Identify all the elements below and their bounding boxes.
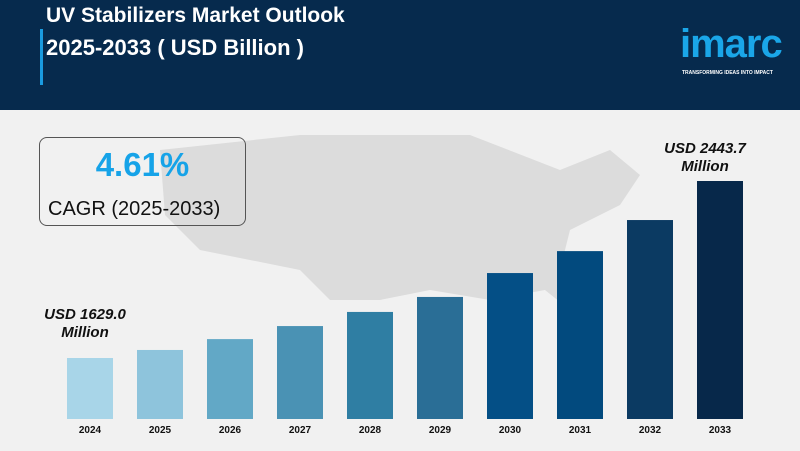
imarc-logo: imarc [680, 22, 783, 66]
logo-tagline: TRANSFORMING IDEAS INTO IMPACT [682, 70, 773, 76]
cagr-box: 4.61% CAGR (2025-2033) [39, 137, 246, 226]
bar-2028 [347, 311, 393, 419]
header: UV Stabilizers Market Outlook 2025-2033 … [0, 0, 800, 110]
x-tick-label: 2032 [639, 425, 662, 436]
bar-2026 [207, 339, 253, 419]
bar-2025 [137, 349, 183, 419]
bar-2031 [557, 251, 603, 419]
x-tick-label: 2025 [149, 425, 172, 436]
subtitle: 2025-2033 ( USD Billion ) [46, 35, 304, 60]
x-tick-label: 2028 [359, 425, 382, 436]
x-tick-label: 2030 [499, 425, 522, 436]
accent-bar [40, 29, 43, 85]
bar-2033 [697, 181, 743, 419]
title: UV Stabilizers Market Outlook [46, 4, 345, 27]
bar-2024 [67, 358, 113, 419]
bar-2029 [417, 296, 463, 419]
x-tick-label: 2027 [289, 425, 312, 436]
bar-2030 [487, 273, 533, 419]
first-value-label: USD 1629.0 Million [44, 306, 126, 341]
x-tick-label: 2024 [79, 425, 102, 436]
last-value-label: USD 2443.7 Million [664, 140, 746, 175]
cagr-value: 4.61% [95, 146, 190, 183]
bar-2032 [627, 220, 673, 419]
x-tick-label: 2026 [219, 425, 242, 436]
x-tick-label: 2029 [429, 425, 452, 436]
x-tick-label: 2033 [709, 425, 732, 436]
x-tick-label: 2031 [569, 425, 592, 436]
cagr-label: CAGR (2025-2033) [48, 198, 221, 220]
bar-2027 [277, 326, 323, 419]
